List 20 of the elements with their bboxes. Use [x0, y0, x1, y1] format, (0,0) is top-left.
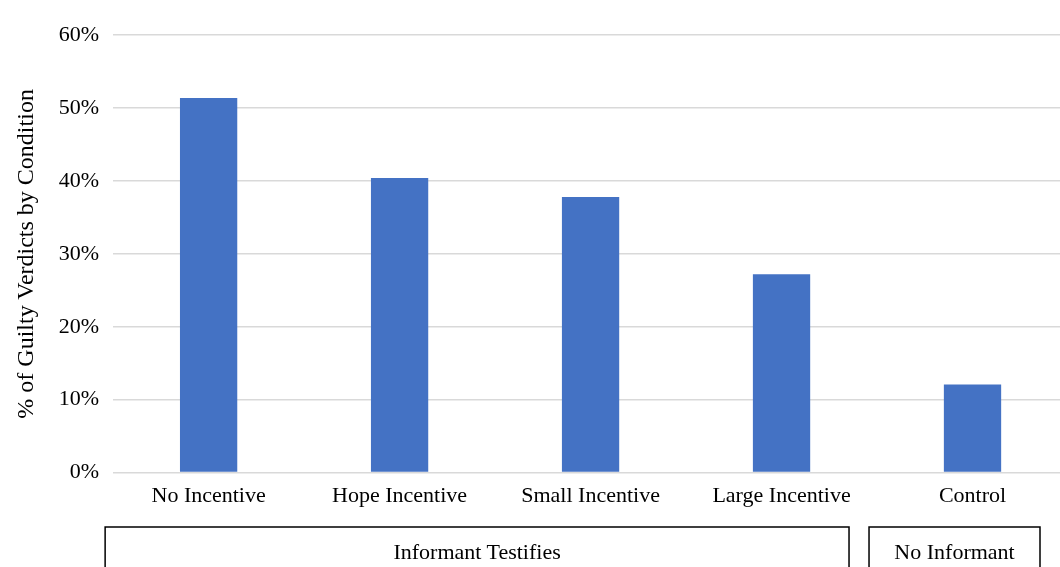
y-tick-label: 30% — [58, 239, 100, 265]
bar — [943, 384, 1002, 472]
text: Informant Testifies — [393, 538, 561, 564]
x-tick-label: No Incentive — [151, 481, 266, 507]
bar — [370, 178, 429, 472]
x-tick-label: Hope Incentive — [332, 481, 468, 507]
y-tick-label: 40% — [58, 166, 100, 192]
y-tick-label: 10% — [58, 385, 100, 411]
y-tick-label: 60% — [58, 20, 100, 46]
x-tick-label: Large Incentive — [712, 481, 851, 507]
text: No Informant — [894, 538, 1015, 564]
y-tick-label: 50% — [58, 93, 100, 119]
bar — [752, 274, 811, 472]
bar — [179, 97, 238, 472]
y-axis-title: % of Guilty Verdicts by Condition — [11, 89, 38, 419]
bar — [561, 197, 620, 472]
y-tick-label: 20% — [58, 312, 100, 338]
x-tick-label: Control — [938, 481, 1007, 507]
x-tick-label: Small Incentive — [521, 481, 660, 507]
y-tick-label: 0% — [69, 458, 100, 484]
